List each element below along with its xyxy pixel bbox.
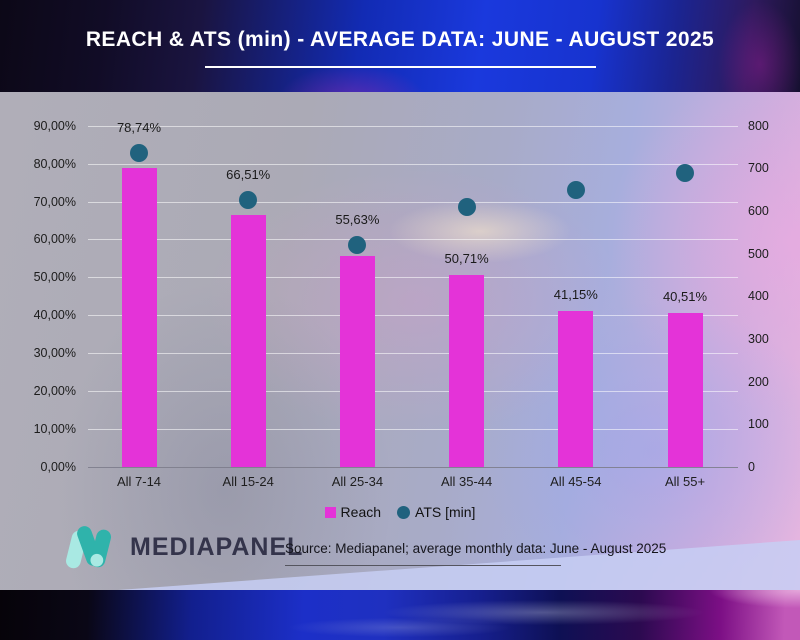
mediapanel-logo-icon — [66, 526, 111, 569]
category-label: All 15-24 — [222, 474, 274, 489]
legend-item: ATS [min] — [397, 504, 475, 520]
reach-bar — [121, 168, 157, 467]
reach-value-label: 40,51% — [662, 289, 708, 305]
reach-value-label: 50,71% — [444, 250, 489, 266]
ats-dot — [676, 163, 694, 182]
reach-value-label: 66,51% — [226, 167, 271, 183]
left-axis-tick: 30,00% — [33, 346, 76, 361]
combo-chart: 0,00% 10,00% 20,00% 30,00% 40,00% 50,00% 60,00… — [0, 92, 800, 590]
brand-name: MEDIAPANEL — [130, 532, 304, 561]
source-underline — [285, 565, 561, 566]
reach-bar — [667, 313, 703, 467]
category-label: All 55+ — [664, 474, 706, 489]
legend-label: Reach — [340, 504, 382, 520]
gridline — [88, 353, 738, 355]
chart-panel: 0,00% 10,00% 20,00% 30,00% 40,00% 50,00% 60,00… — [0, 92, 800, 590]
ats-swatch-icon — [397, 505, 411, 519]
left-axis-tick: 50,00% — [33, 270, 76, 285]
left-axis-tick: 10,00% — [33, 422, 76, 437]
source-text: Source: Mediapanel; average monthly data… — [285, 541, 667, 556]
reach-bar — [449, 274, 485, 467]
gridline — [88, 391, 738, 393]
left-axis-tick: 0,00% — [40, 460, 76, 474]
right-axis-tick: 400 — [748, 289, 769, 304]
ats-dot — [457, 197, 476, 216]
ats-dot — [566, 180, 585, 199]
legend-item: Reach — [324, 504, 382, 520]
gridline — [88, 315, 738, 317]
right-axis-tick: 600 — [748, 204, 769, 219]
bottom-photo-band — [0, 590, 800, 640]
left-axis-tick: 40,00% — [33, 308, 76, 323]
category-label: All 35-44 — [440, 474, 493, 489]
reach-value-label: 55,63% — [335, 212, 380, 228]
category-label: All 25-34 — [331, 474, 384, 489]
gridline — [88, 467, 738, 468]
header-banner: REACH & ATS (min) - AVERAGE DATA: JUNE -… — [0, 0, 800, 92]
page-title: REACH & ATS (min) - AVERAGE DATA: JUNE -… — [85, 28, 715, 51]
gridline — [88, 163, 738, 165]
reach-bar — [230, 214, 266, 467]
left-axis-tick: 70,00% — [33, 194, 76, 209]
ats-dot — [239, 191, 258, 210]
category-label: All 7-14 — [116, 474, 162, 489]
left-axis-tick: 80,00% — [33, 156, 76, 171]
ats-dot — [130, 144, 148, 163]
right-axis-tick: 800 — [748, 118, 769, 133]
reach-swatch-icon — [324, 506, 336, 518]
category-label: All 45-54 — [550, 474, 602, 489]
right-axis-tick: 700 — [748, 161, 769, 176]
gridline — [88, 201, 738, 203]
brand-row: MEDIAPANEL — [62, 522, 303, 572]
legend-label: ATS [min] — [415, 504, 476, 520]
gridline — [88, 277, 738, 279]
left-axis-tick: 90,00% — [33, 118, 76, 133]
left-axis-tick: 20,00% — [33, 384, 76, 399]
gridline — [88, 125, 738, 127]
right-axis-tick: 500 — [748, 246, 769, 261]
reach-bar — [339, 256, 375, 467]
reach-bar — [558, 310, 594, 467]
source-block: Source: Mediapanel; average monthly data… — [285, 541, 666, 566]
right-axis-tick: 200 — [748, 374, 769, 389]
gridline — [88, 239, 738, 241]
right-axis-tick: 100 — [748, 417, 769, 432]
right-axis-tick: 0 — [748, 460, 755, 474]
reach-value-label: 41,15% — [553, 286, 598, 302]
chart-legend: Reach ATS [min] — [0, 502, 800, 522]
ats-dot — [348, 236, 367, 255]
reach-value-label: 78,74% — [116, 120, 162, 136]
left-axis-tick: 60,00% — [33, 232, 76, 247]
gridline — [88, 429, 738, 431]
right-axis-tick: 300 — [748, 332, 769, 346]
title-underline — [205, 66, 596, 68]
